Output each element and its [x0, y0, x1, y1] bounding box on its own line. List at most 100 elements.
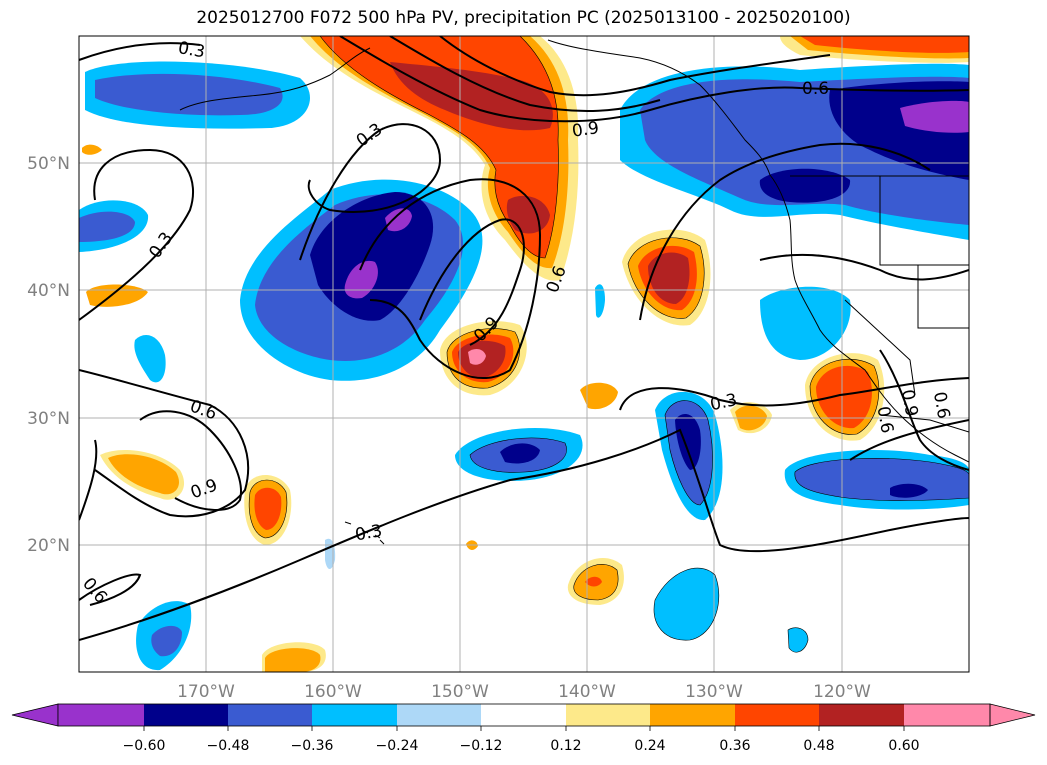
- contour-0.6-sw: [79, 369, 250, 518]
- contour-label: 0.3: [354, 521, 384, 545]
- contour-west-loop: [79, 148, 195, 321]
- contour-0.6-loop: [359, 178, 542, 380]
- contour-0.9-north: [439, 36, 831, 97]
- pos-anomaly-140w-36: [585, 576, 602, 587]
- latitude-labels: 50°N 40°N 30°N 20°N: [27, 154, 70, 556]
- contour-0.3-subtropic: [79, 428, 969, 641]
- colorbar-tick-label: −0.12: [460, 738, 503, 754]
- outline-socal: [809, 358, 880, 435]
- colorbar-bin: [228, 704, 312, 726]
- contour-0.9-east: [879, 349, 969, 471]
- neg-anomaly-aleutian-core: [95, 73, 283, 116]
- border-states-2: [917, 265, 969, 329]
- outline-140w: [573, 564, 619, 601]
- lon-label: 130°W: [685, 682, 743, 702]
- contour-label: 0.6: [187, 396, 219, 424]
- contour-label: 0.9: [897, 388, 921, 418]
- longitude-labels: 170°W 160°W 150°W 140°W 130°W 120°W: [177, 682, 871, 702]
- neg-anomaly-nw-48a: [759, 168, 851, 203]
- contour-0.6-east: [759, 253, 969, 281]
- pos-anomaly-165w-24: [265, 648, 321, 672]
- outline-hawaii-blue: [469, 437, 567, 473]
- contour-label: 0.3: [145, 229, 177, 263]
- shading-outlines: [248, 36, 969, 653]
- colorbar-bin: [819, 704, 904, 726]
- colorbar-bin: [735, 704, 819, 726]
- neg-anomaly-small6: [325, 538, 336, 569]
- pos-anomaly-west50: [82, 144, 102, 155]
- border-mexico: [879, 414, 969, 433]
- lon-label: 140°W: [558, 682, 616, 702]
- map-title: 2025012700 F072 500 hPa PV, precipitatio…: [196, 8, 851, 28]
- outline-small3: [653, 567, 720, 641]
- colorbar-bin: [144, 704, 228, 726]
- neg-anomaly-small5: [788, 627, 808, 653]
- contour-label: 0.6: [929, 390, 953, 420]
- colorbar-tick-labels: −0.60 −0.48 −0.36 −0.24 −0.12 0.12 0.24 …: [123, 738, 920, 754]
- colorbar: −0.60 −0.48 −0.36 −0.24 −0.12 0.12 0.24 …: [11, 703, 1036, 754]
- coast-aleutians: [179, 47, 371, 111]
- colorbar-bin: [58, 704, 144, 726]
- contour-0.9-loop: [419, 218, 525, 346]
- outline-se-blue: [794, 458, 969, 501]
- contour-east-loop: [639, 142, 931, 321]
- colorbar-tick-label: −0.48: [207, 738, 250, 754]
- colorbar-ticks: [143, 726, 905, 731]
- colorbar-tick-label: 0.12: [550, 738, 581, 754]
- pv-contours: [79, 36, 969, 641]
- colorbar-bin: [904, 704, 990, 726]
- pos-anomaly-socal-36: [816, 365, 872, 429]
- colorbar-tick-label: −0.60: [123, 738, 166, 754]
- lon-label: 150°W: [431, 682, 489, 702]
- contour-label: 0.6: [873, 405, 897, 435]
- precipitation-shading: [79, 36, 969, 672]
- neg-anomaly-130w-48: [675, 414, 701, 470]
- colorbar-extend-low: [11, 703, 59, 727]
- contour-label: 0.9: [188, 475, 220, 503]
- lon-label: 160°W: [304, 682, 362, 702]
- outline-130w-blue: [664, 400, 713, 506]
- contour-0.3-central: [299, 123, 442, 261]
- colorbar-tick-label: −0.36: [291, 738, 334, 754]
- colorbar-frame: [57, 703, 991, 727]
- contour-sw-loop: [139, 410, 242, 511]
- pos-anomaly-145w: [580, 382, 618, 410]
- colorbar-bin: [397, 704, 481, 726]
- neg-anomaly-calif: [760, 286, 851, 360]
- contour-0.9-se: [849, 419, 969, 461]
- plot-frame: [78, 35, 970, 673]
- outline-offshore: [627, 237, 705, 319]
- contour-label: 0.6: [78, 574, 111, 608]
- outline-sub-red: [446, 328, 520, 389]
- contour-nw: [79, 42, 201, 61]
- neg-anomaly-small4: [595, 284, 605, 318]
- pos-anomaly-offshore-48: [648, 252, 690, 304]
- colorbar-tick-label: 0.24: [634, 738, 665, 754]
- colorbar-tick-label: 0.60: [888, 738, 919, 754]
- colorbar-bin: [481, 704, 566, 726]
- lat-label: 50°N: [27, 154, 70, 174]
- contour-label: 0.3: [176, 38, 206, 62]
- lon-label: 120°W: [813, 682, 871, 702]
- outline-small5: [787, 627, 809, 653]
- neg-anomaly-central-60b: [385, 208, 412, 232]
- colorbar-tick-label: −0.24: [376, 738, 419, 754]
- colorbar-bin: [312, 704, 397, 726]
- neg-anomaly-small3: [654, 568, 719, 641]
- neg-anomaly-se-48: [890, 483, 928, 498]
- outline-north-red: [319, 36, 559, 259]
- neg-anomaly-small1: [134, 335, 166, 383]
- border-states-1: [879, 176, 969, 266]
- neg-anomaly-small2-36: [151, 625, 182, 657]
- pos-anomaly-25n-36: [254, 487, 282, 530]
- contour-label: 0.3: [353, 119, 387, 151]
- neg-anomaly-central-60a: [344, 260, 378, 299]
- lat-label: 40°N: [27, 281, 70, 301]
- colorbar-tick-label: 0.48: [803, 738, 834, 754]
- outline-25n: [248, 479, 288, 539]
- contour-north-band: [339, 36, 969, 123]
- contour-label: 0.9: [571, 118, 601, 142]
- contour-0.3-south: [619, 377, 969, 411]
- neg-anomaly-west-36: [79, 211, 135, 242]
